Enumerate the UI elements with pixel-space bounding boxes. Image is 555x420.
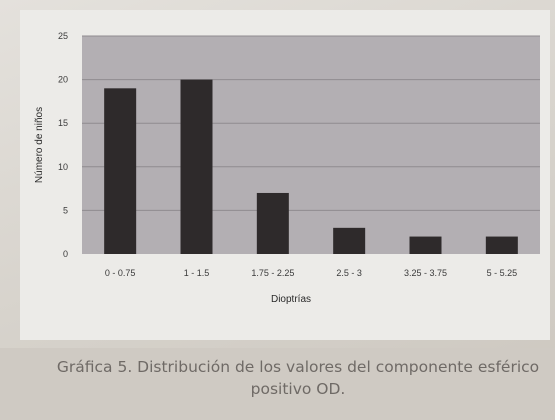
- plot-area: [82, 36, 540, 254]
- x-tick-label: 1 - 1.5: [184, 268, 210, 278]
- y-tick-label: 0: [63, 249, 68, 259]
- y-tick-label: 20: [58, 75, 68, 85]
- bar: [104, 88, 137, 254]
- bar: [256, 192, 289, 254]
- bar: [180, 79, 213, 254]
- y-tick-label: 5: [63, 205, 68, 215]
- chart-container: 0 5 10 15 20 25 0 - 0.75 1 - 1.5 1.75 - 2.25 2.5 …: [20, 10, 550, 340]
- x-tick-label: 5 - 5.25: [487, 268, 518, 278]
- plot-layer: 0 5 10 15 20 25 0 - 0.75 1 - 1.5 1.75 - 2.25 2.5 …: [58, 31, 540, 278]
- x-tick-label: 2.5 - 3: [336, 268, 362, 278]
- caption-text: Gráfica 5. Distribución de los valores d…: [56, 358, 540, 398]
- bar: [333, 227, 366, 254]
- y-tick-label: 25: [58, 31, 68, 41]
- x-tick-label: 0 - 0.75: [105, 268, 136, 278]
- x-tick-label: 3.25 - 3.75: [404, 268, 447, 278]
- x-tick-label: 1.75 - 2.25: [251, 268, 294, 278]
- figure-caption: Gráfica 5. Distribución de los valores d…: [0, 348, 555, 420]
- y-tick-label: 10: [58, 162, 68, 172]
- bar: [409, 236, 442, 254]
- bar-chart: 0 5 10 15 20 25 0 - 0.75 1 - 1.5 1.75 - 2.25 2.5 …: [34, 31, 540, 305]
- y-axis-title: Número de niños: [34, 107, 45, 183]
- bar: [485, 236, 518, 254]
- x-axis-title: Dioptrías: [271, 294, 311, 305]
- y-tick-label: 15: [58, 118, 68, 128]
